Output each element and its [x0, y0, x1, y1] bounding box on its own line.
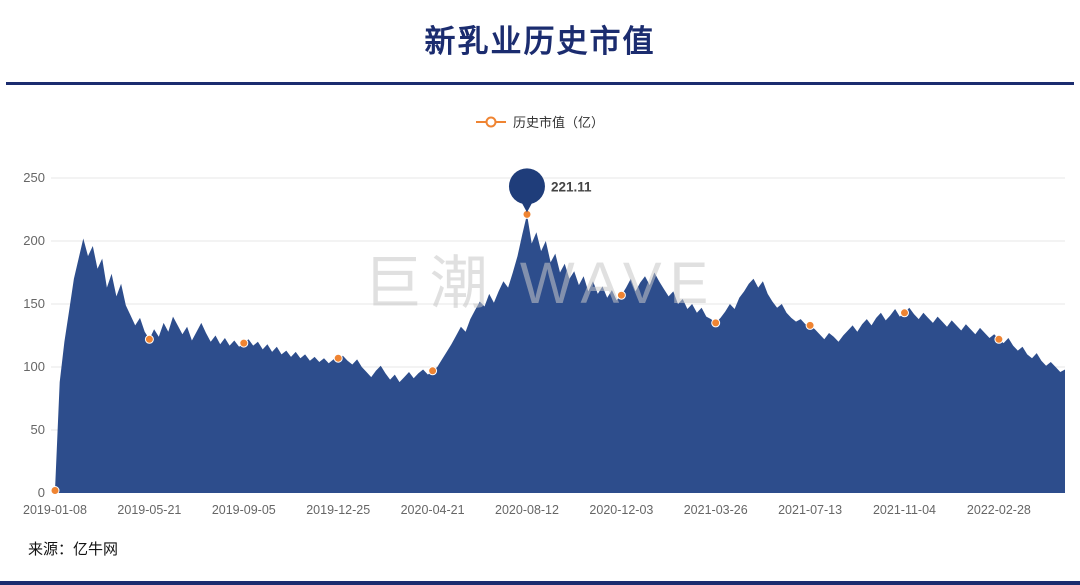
x-axis-label: 2019-12-25	[306, 503, 370, 517]
series-point-marker[interactable]	[144, 334, 154, 344]
x-axis-label: 2020-04-21	[401, 503, 465, 517]
series-point-marker[interactable]	[805, 320, 815, 330]
series-point-marker[interactable]	[428, 366, 438, 376]
x-axis-label: 2020-12-03	[589, 503, 653, 517]
series-marker-icon	[475, 116, 506, 128]
series-point-marker[interactable]	[239, 338, 249, 348]
x-axis-label: 2021-07-13	[778, 503, 842, 517]
x-axis-label: 2019-01-08	[23, 503, 87, 517]
bottom-divider	[0, 581, 1080, 585]
x-axis-label: 2020-08-12	[495, 503, 559, 517]
y-axis-label: 150	[23, 296, 45, 311]
series-point-marker[interactable]	[900, 308, 909, 318]
peak-value-label: 221.11	[551, 179, 592, 194]
x-axis-label: 2022-02-28	[967, 503, 1031, 517]
page-title: 新乳业历史市值	[424, 24, 656, 59]
legend[interactable]: 历史市值（亿）	[0, 112, 1080, 131]
x-axis-label: 2021-03-26	[684, 503, 748, 517]
peak-balloon-marker[interactable]	[508, 168, 545, 205]
y-axis-label: 50	[31, 422, 45, 437]
market-cap-area[interactable]	[55, 214, 1065, 493]
y-axis-label: 250	[23, 170, 45, 185]
y-axis-label: 0	[38, 485, 45, 500]
x-axis-label: 2019-05-21	[117, 503, 181, 517]
series-point-marker[interactable]	[711, 318, 721, 328]
x-axis-label: 2021-11-04	[873, 503, 936, 517]
legend-label: 历史市值（亿）	[512, 115, 604, 130]
title-divider	[6, 82, 1074, 85]
y-axis-label: 100	[23, 359, 45, 374]
series-point-marker[interactable]	[994, 334, 1004, 344]
series-point-marker[interactable]	[50, 486, 60, 495]
y-axis-label: 200	[23, 233, 45, 248]
source-text: 来源：亿牛网	[28, 541, 119, 558]
x-axis-label: 2019-09-05	[212, 503, 276, 517]
series-point-marker[interactable]	[616, 290, 626, 300]
series-point-marker[interactable]	[333, 353, 343, 363]
